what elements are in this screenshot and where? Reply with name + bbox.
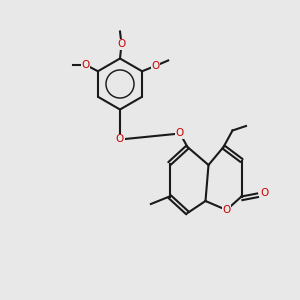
Text: O: O <box>152 61 160 71</box>
Text: O: O <box>260 188 269 199</box>
Text: O: O <box>176 128 184 139</box>
Text: O: O <box>116 134 124 145</box>
Text: O: O <box>81 60 89 70</box>
Text: O: O <box>117 39 126 49</box>
Text: O: O <box>222 205 231 215</box>
